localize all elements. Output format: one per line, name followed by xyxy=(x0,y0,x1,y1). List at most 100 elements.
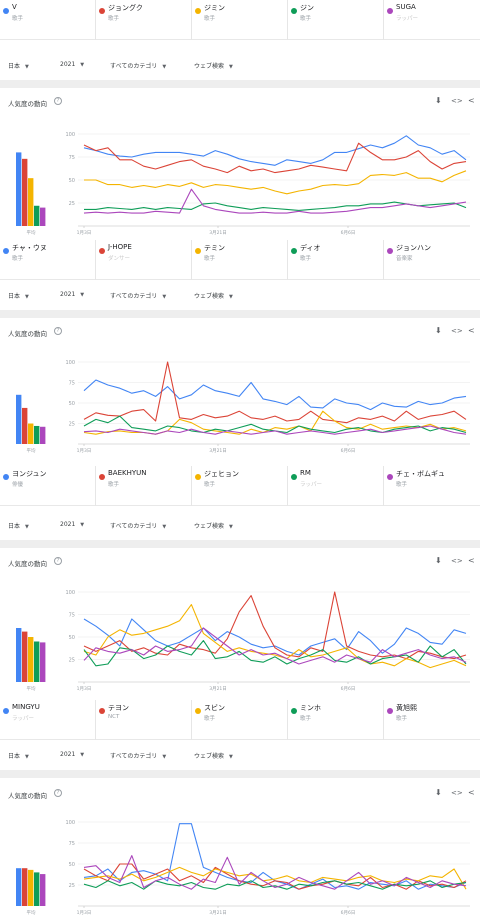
legend-term-type: ラッパー xyxy=(12,716,35,722)
trend-chart-4: 平均 25 50 75 100 1月3日 3月21日 6月6日 xyxy=(16,820,470,916)
code-icon[interactable]: <> xyxy=(451,97,463,105)
legend-bar-1: V 歌手 ジョングク 歌手 ジミン 歌手 ジン 歌手 SUGA ラッパー xyxy=(0,0,480,40)
legend-item[interactable]: ディオ 歌手 xyxy=(288,240,384,280)
caret-down-icon: ▼ xyxy=(162,524,167,530)
legend-item[interactable]: テミン 歌手 xyxy=(192,240,288,280)
region-select[interactable]: 日本 ▼ xyxy=(8,523,29,530)
legend-term-type: 音楽家 xyxy=(396,256,413,262)
help-circle-icon[interactable]: ? xyxy=(54,557,62,565)
share-icon[interactable]: < xyxy=(468,788,475,797)
code-icon[interactable]: <> xyxy=(451,557,463,565)
download-icon[interactable]: ⬇ xyxy=(435,788,442,797)
y-tick-label: 25 xyxy=(69,422,75,428)
legend-item[interactable]: テヨン NCT xyxy=(96,700,192,740)
download-icon[interactable]: ⬇ xyxy=(435,96,442,105)
legend-item[interactable]: ヨンジュン 俳優 xyxy=(0,466,96,506)
legend-item[interactable]: ジン 歌手 xyxy=(288,0,384,40)
legend-item[interactable]: チェ・ボムギュ 歌手 xyxy=(384,466,480,506)
search-type-select[interactable]: ウェブ検索 ▼ xyxy=(194,293,233,300)
panel-header-1: 人気度の動向? ⬇ <> < xyxy=(0,92,480,114)
y-tick-label: 100 xyxy=(65,820,75,826)
series-color-dot xyxy=(195,708,201,714)
section-separator xyxy=(0,310,480,318)
legend-item[interactable]: ジェヒョン 歌手 xyxy=(192,466,288,506)
year-select[interactable]: 2021 ▼ xyxy=(60,291,85,298)
help-circle-icon[interactable]: ? xyxy=(54,327,62,335)
legend-item[interactable]: BAEKHYUN 歌手 xyxy=(96,466,192,506)
share-icon[interactable]: < xyxy=(468,326,475,335)
series-line xyxy=(83,880,467,890)
series-line xyxy=(83,627,467,665)
legend-item[interactable]: MINGYU ラッパー xyxy=(0,700,96,740)
region-select[interactable]: 日本 ▼ xyxy=(8,293,29,300)
series-line xyxy=(83,188,467,214)
code-icon[interactable]: <> xyxy=(451,789,463,797)
average-label: 平均 xyxy=(27,909,36,916)
caret-down-icon: ▼ xyxy=(80,752,85,758)
legend-term-type: 歌手 xyxy=(204,16,216,22)
legend-bar-4: MINGYU ラッパー テヨン NCT スビン 歌手 ミンホ 歌手 黄旭熙 歌手 xyxy=(0,700,480,740)
legend-item[interactable]: J-HOPE ダンサー xyxy=(96,240,192,280)
average-bar xyxy=(22,631,28,682)
average-bar xyxy=(34,641,40,682)
y-tick-label: 100 xyxy=(65,590,75,596)
legend-item[interactable]: RM ラッパー xyxy=(288,466,384,506)
category-select[interactable]: すべてのカテゴリ ▼ xyxy=(110,63,167,70)
download-icon[interactable]: ⬇ xyxy=(435,556,442,565)
legend-term-type: ダンサー xyxy=(108,256,131,262)
help-circle-icon[interactable]: ? xyxy=(54,789,62,797)
year-select[interactable]: 2021 ▼ xyxy=(60,751,85,758)
region-select[interactable]: 日本 ▼ xyxy=(8,63,29,70)
legend-term-type: 歌手 xyxy=(12,16,24,22)
legend-item[interactable]: 黄旭熙 歌手 xyxy=(384,700,480,740)
legend-item[interactable]: SUGA ラッパー xyxy=(384,0,480,40)
legend-item[interactable]: ミンホ 歌手 xyxy=(288,700,384,740)
download-icon[interactable]: ⬇ xyxy=(435,326,442,335)
legend-term-name: ジョングク xyxy=(108,4,143,12)
legend-term-type: 歌手 xyxy=(204,256,216,262)
legend-item[interactable]: V 歌手 xyxy=(0,0,96,40)
series-color-dot xyxy=(3,248,9,254)
category-select[interactable]: すべてのカテゴリ ▼ xyxy=(110,293,167,300)
legend-term-type: 歌手 xyxy=(300,716,312,722)
average-label: 平均 xyxy=(27,685,36,692)
series-line xyxy=(84,170,467,195)
category-select[interactable]: すべてのカテゴリ ▼ xyxy=(110,753,167,760)
category-select[interactable]: すべてのカテゴリ ▼ xyxy=(110,523,167,530)
legend-term-type: 歌手 xyxy=(12,256,24,262)
series-line xyxy=(83,618,467,656)
code-icon[interactable]: <> xyxy=(451,327,463,335)
legend-bar-2: チャ・ウヌ 歌手 J-HOPE ダンサー テミン 歌手 ディオ 歌手 ジョンハン 音楽家 xyxy=(0,240,480,280)
search-type-select[interactable]: ウェブ検索 ▼ xyxy=(194,753,233,760)
y-tick-label: 50 xyxy=(69,635,75,641)
section-separator xyxy=(0,540,480,548)
legend-term-name: スビン xyxy=(204,704,225,712)
help-circle-icon[interactable]: ? xyxy=(54,97,62,105)
legend-term-name: ジミン xyxy=(204,4,225,12)
average-bar xyxy=(34,872,40,906)
legend-term-name: テヨン xyxy=(108,704,129,712)
legend-term-type: 歌手 xyxy=(108,16,120,22)
share-icon[interactable]: < xyxy=(468,96,475,105)
caret-down-icon: ▼ xyxy=(25,524,29,530)
panel-title: 人気度の動向 xyxy=(8,560,47,568)
legend-item[interactable]: スビン 歌手 xyxy=(192,700,288,740)
legend-term-name: MINGYU xyxy=(12,703,40,711)
series-color-dot xyxy=(99,8,105,14)
share-icon[interactable]: < xyxy=(468,556,475,565)
region-select[interactable]: 日本 ▼ xyxy=(8,753,29,760)
legend-item[interactable]: ジミン 歌手 xyxy=(192,0,288,40)
search-type-select[interactable]: ウェブ検索 ▼ xyxy=(194,63,233,70)
year-select[interactable]: 2021 ▼ xyxy=(60,521,85,528)
year-select[interactable]: 2021 ▼ xyxy=(60,61,85,68)
legend-item[interactable]: ジョングク 歌手 xyxy=(96,0,192,40)
series-line xyxy=(83,415,467,434)
search-type-select[interactable]: ウェブ検索 ▼ xyxy=(194,523,233,530)
average-bar xyxy=(22,158,28,226)
legend-item[interactable]: ジョンハン 音楽家 xyxy=(384,240,480,280)
y-tick-label: 50 xyxy=(69,862,75,868)
series-color-dot xyxy=(195,8,201,14)
average-bar xyxy=(28,178,34,226)
legend-item[interactable]: チャ・ウヌ 歌手 xyxy=(0,240,96,280)
series-color-dot xyxy=(99,708,105,714)
